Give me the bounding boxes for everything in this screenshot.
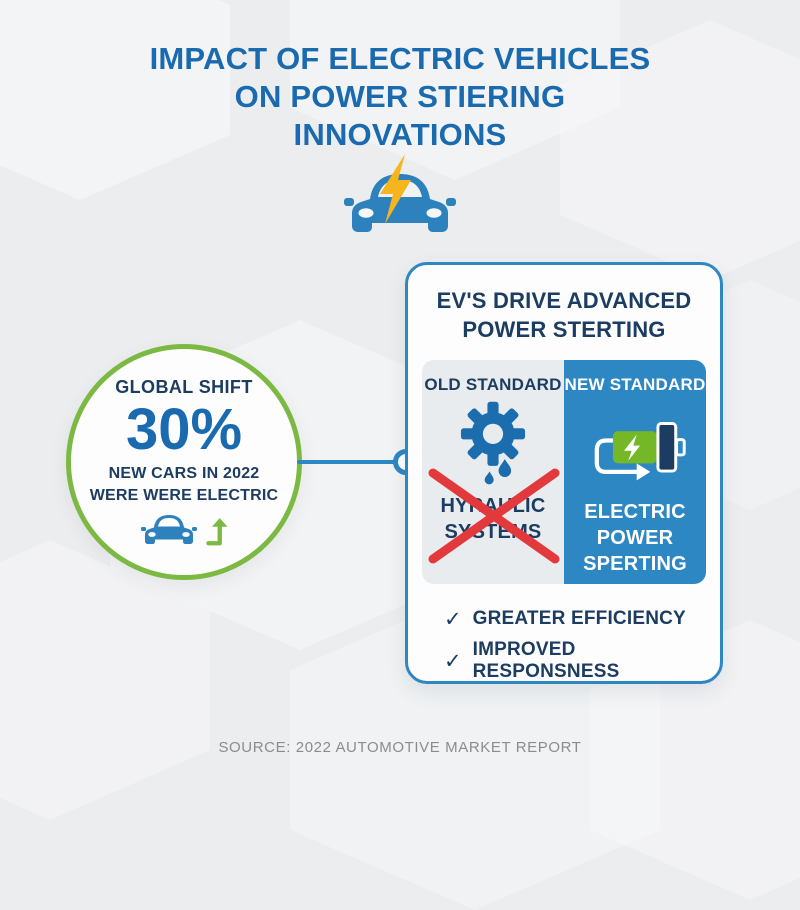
car-mirror-right <box>446 198 456 206</box>
stat-value: 30% <box>125 397 243 463</box>
new-standard-label: ELECTRIC POWER SPERTING <box>583 501 687 576</box>
battery-terminal <box>675 438 686 457</box>
benefit-item: ✓ IMPROVED RESPONSNESS <box>444 639 720 683</box>
check-icon: ✓ <box>444 649 462 673</box>
panel-title: EV'S DRIVE ADVANCED POWER STERTING <box>436 288 692 342</box>
gear-hydraulic-icon <box>460 401 526 485</box>
ev-car-lightning-icon <box>338 150 462 238</box>
battery-cap <box>656 422 678 473</box>
battery-bolt-icon <box>623 434 641 462</box>
stat-label: GLOBAL SHIFT <box>115 377 253 398</box>
stat-icons <box>138 513 231 547</box>
gear-center-hole <box>482 423 504 445</box>
car-body <box>352 174 448 232</box>
page-title: IMPACT OF ELECTRIC VEHICLES ON POWER STI… <box>149 41 651 153</box>
benefit-item: ✓ GREATER EFFICIENCY <box>444 608 720 630</box>
car-headlight-left <box>358 208 374 218</box>
car-headlight-right <box>426 208 442 218</box>
arrow-head <box>636 463 651 481</box>
stat-caption: NEW CARS IN 2022 WERE WERE ELECTRIC <box>89 465 279 504</box>
battery-charging-icon <box>594 422 686 481</box>
water-drop-icon <box>498 459 512 478</box>
benefit-text: GREATER EFFICIENCY <box>472 608 686 630</box>
lightning-bolt-icon <box>380 154 411 224</box>
water-drop-icon <box>484 471 494 485</box>
infographic-canvas: IMPACT OF ELECTRIC VEHICLES ON POWER STI… <box>66 41 723 756</box>
standards-compare-card: OLD STANDARD <box>422 360 706 585</box>
new-standard-column: NEW STANDARD ELECTRIC POWER SPERTING <box>564 360 706 585</box>
benefit-text: IMPROVED RESPONSNESS <box>472 639 620 683</box>
source-note: SOURCE: 2022 AUTOMOTIVE MARKET REPORT <box>218 739 582 756</box>
car-mirror-left <box>344 198 354 206</box>
old-standard-column: OLD STANDARD <box>422 360 564 585</box>
check-icon: ✓ <box>444 607 462 631</box>
old-standard-label-wrap: HYRAULIC SYSTEMS <box>428 468 560 564</box>
old-standard-label: HYRAULIC SYSTEMS <box>440 495 546 544</box>
new-standard-header: NEW STANDARD <box>564 375 706 395</box>
comparison-panel: EV'S DRIVE ADVANCED POWER STERTING OLD S… <box>405 262 723 684</box>
connector-line <box>297 460 399 464</box>
old-standard-header: OLD STANDARD <box>424 375 562 395</box>
up-trend-arrow-icon <box>205 517 228 546</box>
car-icon <box>140 514 197 544</box>
benefits-list: ✓ GREATER EFFICIENCY ✓ IMPROVED RESPONSN… <box>444 608 720 683</box>
global-shift-stat-circle: GLOBAL SHIFT 30% NEW CARS IN 2022 WERE W… <box>66 344 302 580</box>
